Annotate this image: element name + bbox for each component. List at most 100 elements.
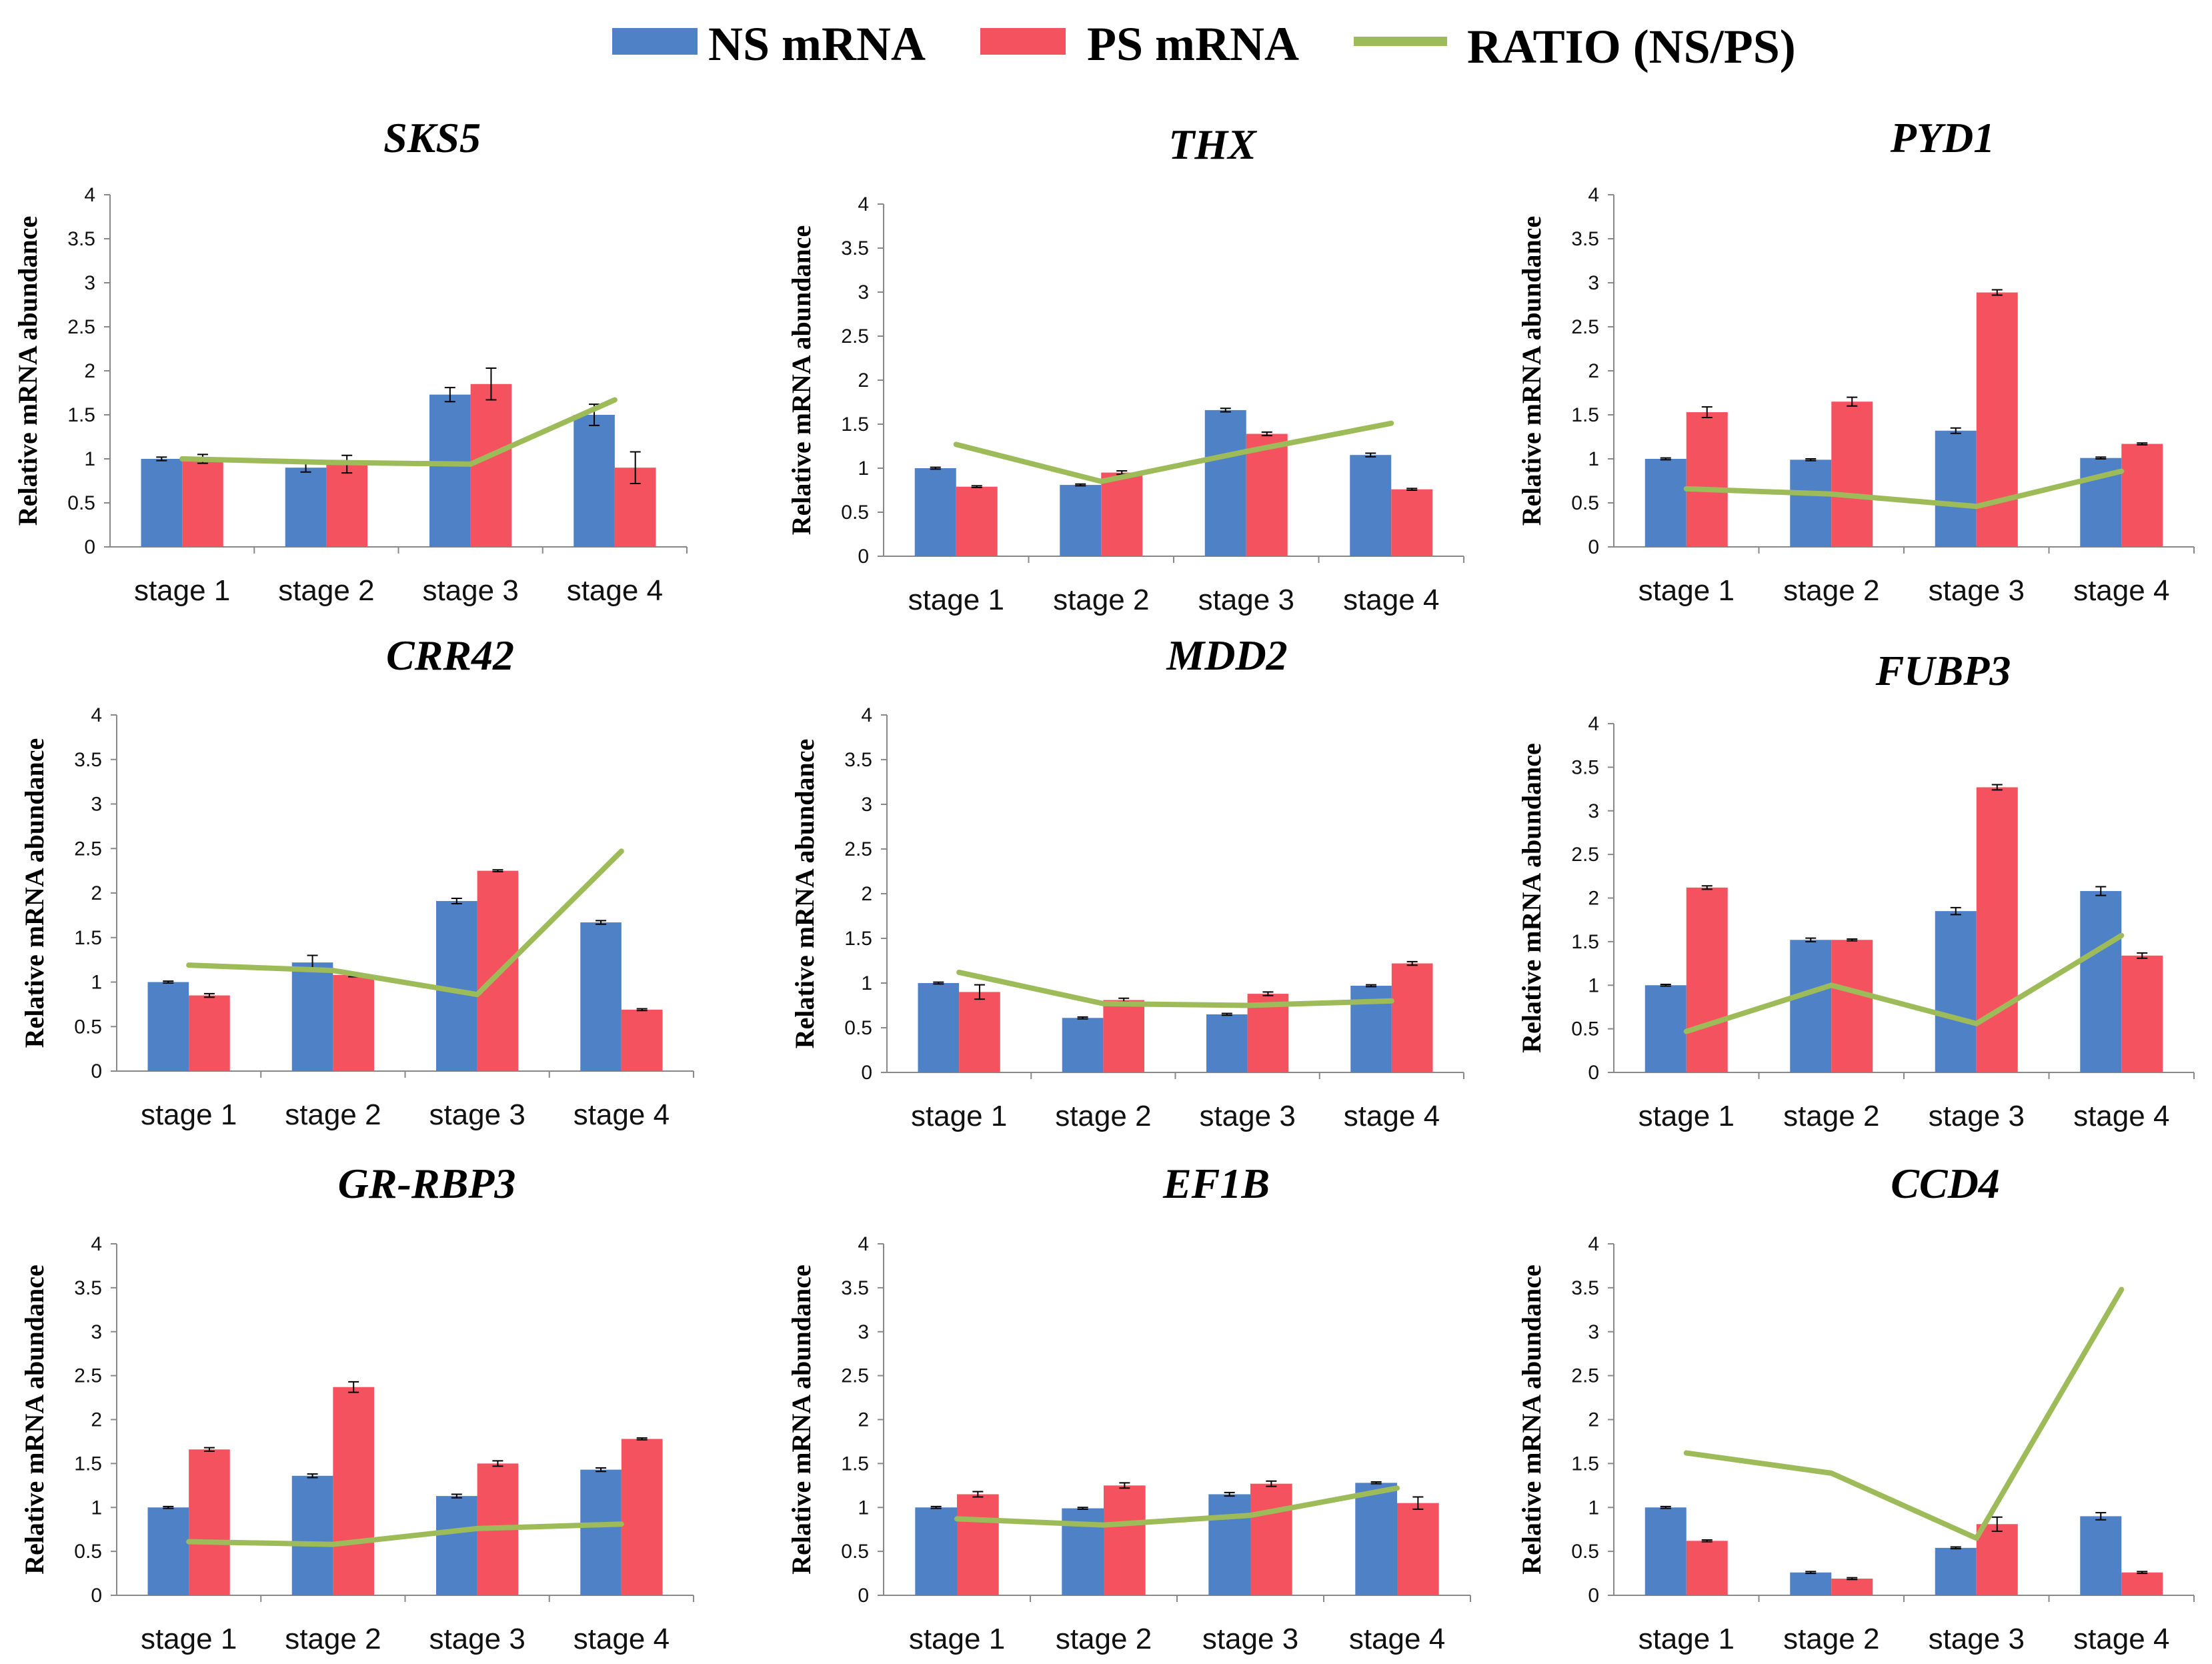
bar-ps: [1686, 887, 1728, 1072]
y-tick-label: 2.5: [841, 1365, 869, 1387]
bar-ps: [189, 1449, 230, 1595]
x-tick-label: stage 3: [1929, 1100, 2025, 1132]
x-tick-label: stage 3: [1929, 1623, 2025, 1655]
chart-title: CCD4: [1891, 1160, 2000, 1207]
bar-ns: [285, 468, 327, 547]
y-tick-label: 4: [1588, 184, 1599, 206]
x-tick-label: stage 3: [422, 574, 518, 607]
chart-title: THX: [1168, 121, 1257, 168]
panels: SKS5 Relative mRNA abundance 0 0.5 1 1.5 2 2.5 3…: [13, 114, 2195, 1655]
bar-ps: [1250, 1483, 1292, 1595]
y-tick-label: 1.5: [841, 1453, 869, 1475]
bar-ns: [141, 459, 183, 547]
y-tick-label: 3: [1588, 272, 1599, 294]
y-tick-label: 3.5: [67, 228, 95, 250]
y-tick-label: 1.5: [67, 404, 95, 426]
y-tick-label: 0: [91, 1585, 102, 1607]
chart-panel: SKS5 Relative mRNA abundance 0 0.5 1 1.5 2 2.5 3…: [13, 114, 688, 607]
bar-ps: [1831, 1578, 1873, 1595]
y-tick-label: 0.5: [1571, 1018, 1599, 1040]
legend-ps-label: PS mRNA: [1087, 17, 1299, 71]
bar-ns: [1644, 985, 1687, 1072]
y-tick-label: 0.5: [74, 1016, 102, 1038]
y-tick-label: 3.5: [1571, 1277, 1599, 1299]
bar-ns: [1206, 1014, 1248, 1072]
x-tick-label: stage 1: [1638, 1100, 1735, 1132]
y-tick-label: 1.5: [841, 413, 869, 436]
bar-ps: [2121, 444, 2163, 547]
chart-panel: PYD1 Relative mRNA abundance 0 0.5 1 1.5 2 2.5 3…: [1516, 114, 2195, 607]
bar-ns: [1060, 485, 1102, 556]
y-tick-label: 0: [1588, 536, 1599, 558]
y-tick-label: 0: [858, 546, 869, 568]
bar-ps: [333, 1387, 375, 1595]
bar-ps: [1831, 940, 1873, 1072]
bar-ps: [1391, 489, 1433, 556]
chart-panel: CCD4 Relative mRNA abundance 0 0.5 1 1.5 2 2.5 3…: [1516, 1160, 2195, 1655]
y-tick-label: 3: [84, 272, 95, 294]
legend-ns-swatch: [612, 28, 698, 55]
y-tick-label: 0: [84, 536, 95, 558]
y-tick-label: 0.5: [1571, 1541, 1599, 1563]
ratio-line: [186, 848, 624, 998]
legend-ns-label: NS mRNA: [708, 17, 926, 71]
y-tick-label: 2.5: [1571, 316, 1599, 338]
x-tick-label: stage 1: [134, 574, 230, 607]
y-tick-label: 2: [858, 369, 869, 391]
ratio-line: [1683, 932, 2125, 1034]
bar-ns: [1062, 1018, 1104, 1072]
y-tick-label: 1: [91, 972, 102, 994]
x-tick-label: stage 2: [1783, 1623, 1879, 1655]
x-tick-label: stage 1: [141, 1623, 237, 1655]
x-tick-label: stage 3: [1202, 1623, 1298, 1655]
chart-panel: EF1B Relative mRNA abundance 0 0.5 1 1.5 2 2.5 3…: [786, 1160, 1471, 1655]
y-axis-label: Relative mRNA abundance: [1516, 1265, 1546, 1574]
bar-ns: [580, 922, 622, 1071]
bar-ps: [470, 383, 512, 547]
x-tick-label: stage 1: [1638, 574, 1735, 607]
bar-ns: [1350, 455, 1392, 556]
bar-ps: [957, 1494, 999, 1595]
x-tick-label: stage 2: [285, 1098, 381, 1131]
bar-ps: [1686, 1541, 1728, 1595]
x-tick-label: stage 3: [1199, 1100, 1295, 1132]
y-tick-label: 3: [91, 1321, 102, 1343]
x-tick-label: stage 4: [567, 574, 663, 607]
y-tick-label: 0.5: [841, 502, 869, 524]
x-tick-label: stage 3: [429, 1623, 525, 1655]
x-tick-label: stage 4: [574, 1623, 670, 1655]
y-axis-label: Relative mRNA abundance: [1516, 743, 1546, 1052]
y-tick-label: 1.5: [1571, 1453, 1599, 1475]
bar-ns: [1790, 940, 1832, 1072]
y-tick-label: 2.5: [67, 316, 95, 338]
y-tick-label: 1: [1588, 1497, 1599, 1519]
bar-ps: [621, 1009, 663, 1071]
bar-ps: [1397, 1503, 1439, 1595]
x-tick-label: stage 4: [1349, 1623, 1445, 1655]
bar-ps: [1976, 1524, 2018, 1595]
bar-ps: [1686, 412, 1728, 547]
bar-ns: [435, 1496, 477, 1595]
chart-panel: FUBP3 Relative mRNA abundance 0 0.5 1 1.5 2 2.5…: [1516, 647, 2195, 1132]
y-tick-label: 3: [861, 794, 872, 816]
chart-title: EF1B: [1162, 1160, 1270, 1207]
bar-ps: [1103, 1000, 1145, 1072]
bar-ps: [1101, 472, 1143, 556]
legend-ratio-swatch: [1354, 37, 1447, 46]
bar-ps: [2121, 955, 2163, 1072]
y-tick-label: 0.5: [67, 492, 95, 514]
x-tick-label: stage 2: [1053, 584, 1149, 616]
y-tick-label: 2: [861, 883, 872, 905]
ratio-line: [956, 969, 1394, 1008]
bar-ps: [1246, 434, 1288, 556]
y-tick-label: 1: [91, 1497, 102, 1519]
y-axis-label: Relative mRNA abundance: [19, 738, 49, 1048]
y-tick-label: 1: [1588, 974, 1599, 996]
x-tick-label: stage 1: [911, 1100, 1007, 1132]
ratio-line: [179, 397, 618, 467]
bar-ns: [435, 901, 477, 1071]
chart-panel: CRR42 Relative mRNA abundance 0 0.5 1 1.5 2 2.5…: [19, 632, 694, 1131]
y-tick-label: 2: [1588, 888, 1599, 910]
bar-ps: [326, 464, 368, 547]
y-tick-label: 4: [858, 193, 869, 215]
